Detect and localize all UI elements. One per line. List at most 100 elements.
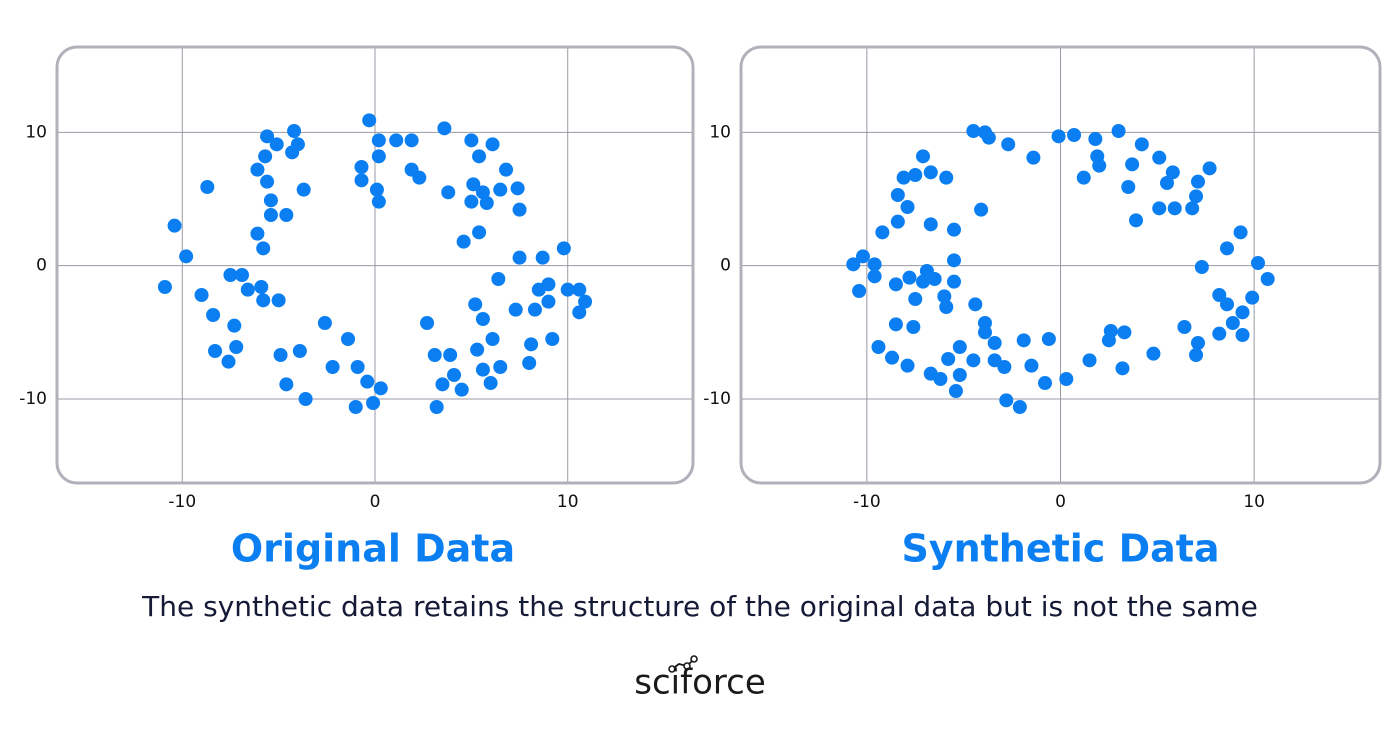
point xyxy=(279,208,294,222)
point xyxy=(902,270,917,285)
point xyxy=(875,225,890,240)
point xyxy=(572,282,587,297)
point xyxy=(908,292,923,306)
point xyxy=(981,130,996,145)
point xyxy=(987,336,1002,350)
point xyxy=(221,354,236,369)
point xyxy=(947,253,961,268)
point xyxy=(1160,176,1174,190)
x-tick-label: 0 xyxy=(1055,492,1066,512)
point xyxy=(1038,376,1053,390)
point xyxy=(298,392,313,406)
point xyxy=(1189,189,1204,204)
point xyxy=(1220,241,1235,256)
point xyxy=(1167,201,1182,216)
point xyxy=(1121,180,1136,194)
point xyxy=(852,284,867,298)
point xyxy=(464,133,479,148)
point xyxy=(1260,272,1275,286)
point xyxy=(1134,137,1149,152)
point xyxy=(524,337,539,352)
point xyxy=(923,217,938,232)
point xyxy=(1067,128,1082,142)
point xyxy=(1189,348,1204,362)
point xyxy=(906,320,921,334)
point xyxy=(939,300,954,314)
point xyxy=(371,194,386,209)
point xyxy=(900,358,915,373)
point xyxy=(1026,150,1041,165)
point xyxy=(483,376,498,390)
point xyxy=(1111,124,1126,138)
point xyxy=(240,282,255,297)
point xyxy=(939,170,954,185)
point xyxy=(916,149,931,164)
point xyxy=(890,188,905,202)
point xyxy=(194,288,209,302)
caption: The synthetic data retains the structure… xyxy=(141,590,1258,623)
point xyxy=(1024,358,1039,373)
point xyxy=(1076,170,1091,185)
point xyxy=(362,113,377,128)
chart-title: Original Data xyxy=(231,527,515,571)
logo-node xyxy=(668,665,676,673)
point xyxy=(541,294,556,309)
point xyxy=(499,162,514,177)
point xyxy=(556,241,571,256)
point xyxy=(941,352,956,366)
point xyxy=(1190,336,1205,350)
point xyxy=(485,332,500,346)
point xyxy=(578,294,593,309)
point xyxy=(366,396,381,410)
point xyxy=(389,133,404,148)
point xyxy=(1251,256,1266,270)
point xyxy=(325,360,340,374)
point xyxy=(493,360,508,374)
point xyxy=(1212,326,1227,341)
point xyxy=(470,342,485,357)
point xyxy=(256,241,271,256)
point xyxy=(966,124,981,138)
point xyxy=(292,344,307,358)
point xyxy=(948,384,963,398)
x-tick-label: -10 xyxy=(168,492,196,512)
point xyxy=(1125,157,1140,172)
point xyxy=(1165,165,1180,180)
point xyxy=(999,393,1014,408)
point xyxy=(933,372,948,386)
point xyxy=(475,185,490,200)
point xyxy=(350,360,365,374)
point xyxy=(466,177,481,192)
y-tick-label: -10 xyxy=(19,389,47,409)
point xyxy=(260,129,275,144)
point xyxy=(1016,333,1031,348)
point xyxy=(441,185,456,200)
y-tick-label: 10 xyxy=(25,122,47,142)
point xyxy=(208,344,223,358)
point xyxy=(908,168,923,182)
point xyxy=(1041,332,1056,346)
point xyxy=(867,257,882,272)
point xyxy=(227,318,242,333)
x-tick-label: 0 xyxy=(370,492,381,512)
point xyxy=(867,269,882,284)
point xyxy=(974,202,989,217)
point xyxy=(167,218,182,233)
scatter-plot: -10 0 10 -10 0 10 Original Data xyxy=(19,45,695,571)
point xyxy=(968,297,983,312)
point xyxy=(885,350,900,365)
point xyxy=(1012,400,1027,414)
point xyxy=(1101,333,1116,348)
point xyxy=(916,274,931,289)
point xyxy=(296,182,311,197)
point xyxy=(475,362,490,377)
point xyxy=(404,133,419,148)
point xyxy=(1233,225,1248,240)
point xyxy=(572,305,587,320)
point xyxy=(871,340,886,354)
point xyxy=(888,277,903,292)
point xyxy=(977,325,992,340)
point xyxy=(285,145,300,160)
point xyxy=(1220,297,1235,312)
